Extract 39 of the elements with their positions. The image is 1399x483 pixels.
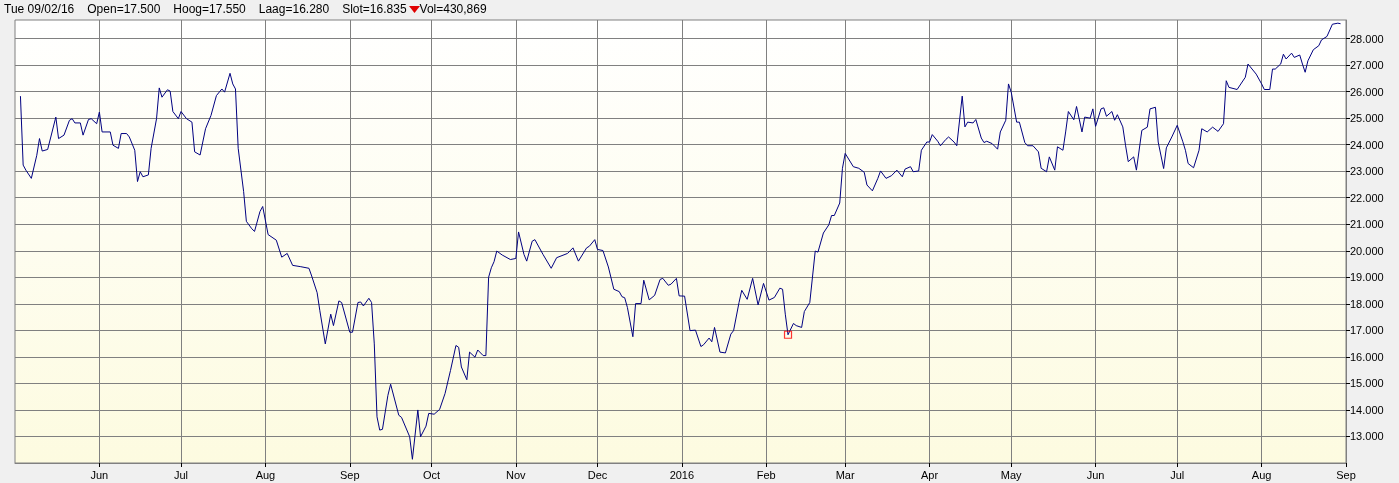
text: Open=17.500 (87, 2, 161, 16)
y-tick-label: 27.000 (1350, 59, 1384, 72)
text: Laag=16.280 (258, 2, 330, 16)
x-tick-label: Jul (1170, 468, 1185, 481)
y-tick-label: 24.000 (1350, 138, 1384, 151)
x-tick-label: Nov (506, 468, 527, 481)
x-tick-label: Sep (340, 468, 360, 481)
y-tick-label: 13.000 (1350, 430, 1384, 443)
x-tick-label: Apr (920, 468, 939, 481)
x-tick-label: Aug (1251, 468, 1272, 481)
x-tick-label: May (1000, 468, 1023, 481)
line-series (19, 22, 1342, 460)
x-tick-label: Feb (756, 468, 776, 481)
x-tick-label: 2016 (669, 468, 695, 481)
x-tick-label: Jul (174, 468, 189, 481)
text: Hoog=17.550 (173, 2, 246, 16)
y-tick-label: 20.000 (1350, 244, 1384, 257)
chart-title: Tue 09/02/16 (4, 2, 75, 16)
x-tick-label: Aug (255, 468, 276, 481)
text: Vol=430,869 (418, 2, 487, 16)
y-tick-label: 23.000 (1350, 165, 1384, 178)
y-tick-label: 28.000 (1350, 32, 1384, 45)
y-tick-label: 19.000 (1350, 271, 1384, 284)
x-tick-label: Jun (90, 468, 109, 481)
y-tick-label: 17.000 (1350, 324, 1384, 337)
text: Slot=16.835 (342, 2, 407, 16)
y-tick-label: 21.000 (1350, 218, 1384, 231)
y-tick-label: 26.000 (1350, 85, 1384, 98)
y-tick-label: 25.000 (1350, 112, 1384, 125)
y-tick-label: 14.000 (1350, 403, 1384, 416)
x-tick-label: Sep (1336, 468, 1356, 481)
x-tick-label: Mar (835, 468, 855, 481)
y-tick-label: 22.000 (1350, 191, 1384, 204)
y-tick-label: 18.000 (1350, 297, 1384, 310)
y-tick-label: 15.000 (1350, 377, 1384, 390)
x-tick-label: Jun (1086, 468, 1105, 481)
x-tick-label: Oct (422, 468, 441, 481)
y-tick-label: 16.000 (1350, 350, 1384, 363)
x-tick-label: Dec (587, 468, 608, 481)
